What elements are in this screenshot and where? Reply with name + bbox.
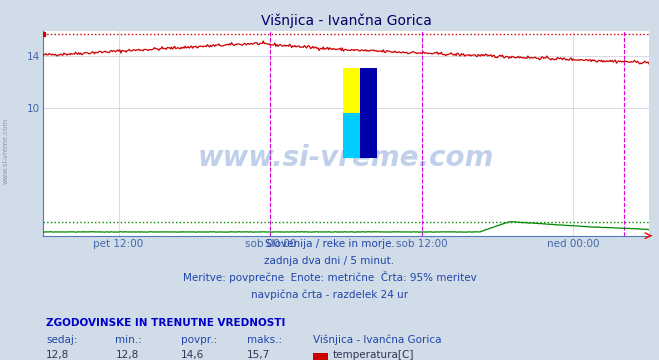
Text: povpr.:: povpr.:	[181, 335, 217, 345]
Text: www.si-vreme.com: www.si-vreme.com	[198, 144, 494, 172]
Text: ZGODOVINSKE IN TRENUTNE VREDNOSTI: ZGODOVINSKE IN TRENUTNE VREDNOSTI	[46, 318, 285, 328]
Text: 15,7: 15,7	[247, 350, 270, 360]
Text: Slovenija / reke in morje.: Slovenija / reke in morje.	[264, 239, 395, 249]
Text: 14,6: 14,6	[181, 350, 204, 360]
Bar	[343, 113, 360, 158]
Text: temperatura[C]: temperatura[C]	[333, 350, 415, 360]
Text: navpična črta - razdelek 24 ur: navpična črta - razdelek 24 ur	[251, 290, 408, 301]
Text: Meritve: povprečne  Enote: metrične  Črta: 95% meritev: Meritve: povprečne Enote: metrične Črta:…	[183, 271, 476, 283]
Text: zadnja dva dni / 5 minut.: zadnja dva dni / 5 minut.	[264, 256, 395, 266]
Bar	[343, 68, 360, 113]
Text: maks.:: maks.:	[247, 335, 282, 345]
Title: Višnjica - Ivančna Gorica: Višnjica - Ivančna Gorica	[260, 14, 432, 28]
Text: min.:: min.:	[115, 335, 142, 345]
Text: 12,8: 12,8	[46, 350, 69, 360]
Bar	[360, 68, 377, 158]
Text: sedaj:: sedaj:	[46, 335, 78, 345]
Text: www.si-vreme.com: www.si-vreme.com	[2, 118, 9, 184]
Text: 12,8: 12,8	[115, 350, 138, 360]
Text: Višnjica - Ivančna Gorica: Višnjica - Ivančna Gorica	[313, 334, 442, 345]
